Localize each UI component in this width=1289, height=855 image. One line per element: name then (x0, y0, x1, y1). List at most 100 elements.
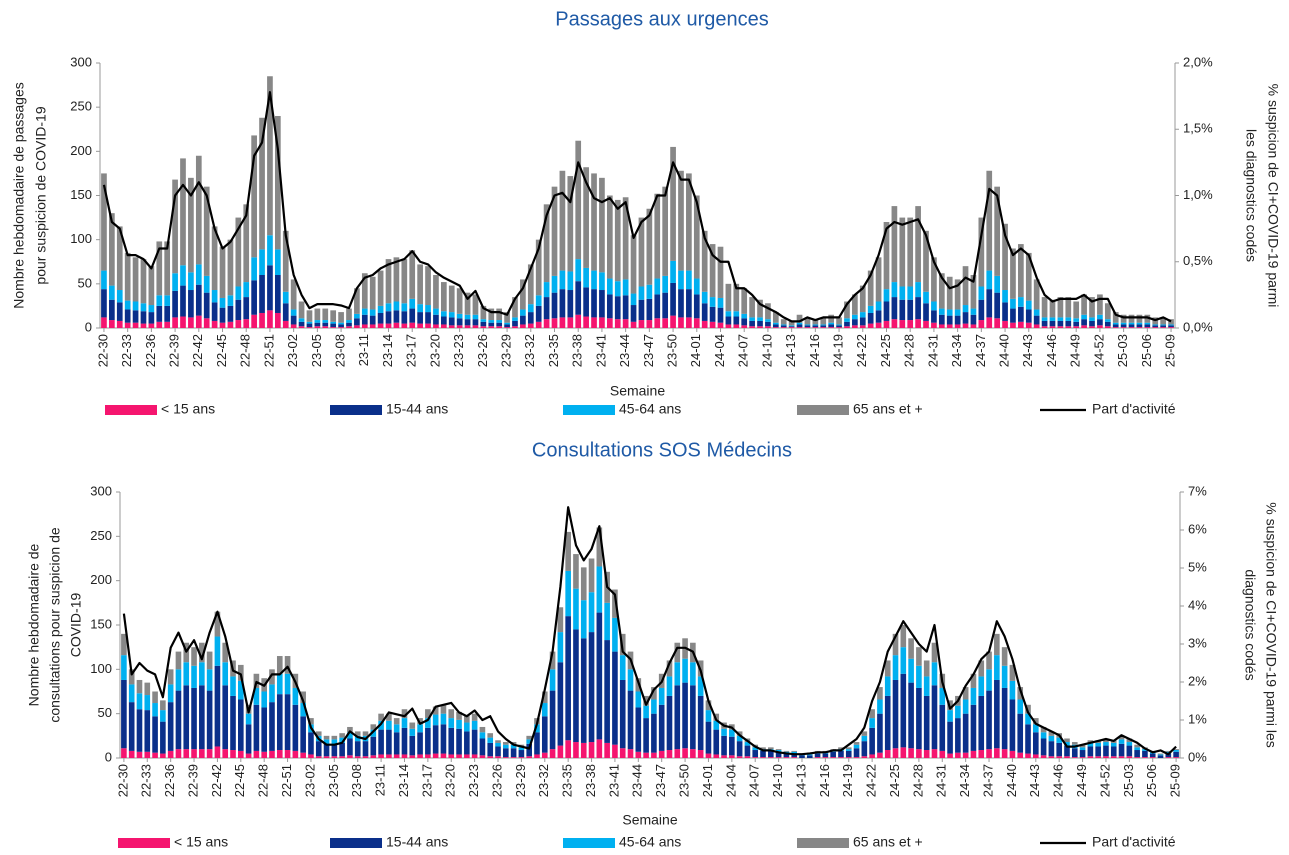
bar-segment (614, 281, 621, 297)
bar-segment (253, 750, 260, 758)
bar-segment (464, 722, 470, 732)
bar-segment (551, 275, 558, 293)
bar-segment (401, 727, 408, 755)
bar-segment (128, 684, 135, 703)
bar-segment (651, 699, 657, 714)
bar-segment (136, 709, 143, 752)
bar-segment (828, 327, 835, 328)
bar-segment (1087, 746, 1094, 757)
bar-segment (1064, 756, 1070, 758)
bar-segment (1065, 320, 1072, 327)
bar-segment (908, 658, 914, 683)
bar-segment (116, 302, 123, 321)
x-tick-label: 23-11 (356, 334, 371, 366)
bar-segment (199, 642, 205, 663)
bar-segment (908, 638, 914, 659)
bar-segment (238, 750, 244, 758)
bar-segment (994, 748, 1000, 758)
bar-segment (361, 314, 368, 325)
bar-segment (939, 704, 946, 751)
bar-segment (899, 299, 906, 321)
bar-segment (701, 230, 708, 292)
bar-segment (670, 315, 676, 328)
bar-segment (1104, 319, 1111, 322)
bar-segment (1041, 320, 1048, 327)
y2-tick-label: 4% (1188, 597, 1207, 612)
bar-segment (588, 592, 595, 633)
bar-segment (259, 275, 265, 313)
bar-segment (1018, 306, 1024, 322)
bar-segment (526, 739, 532, 744)
bar-segment (899, 320, 906, 328)
bar-segment (251, 280, 257, 315)
bar-segment (859, 317, 866, 326)
x-tick-label: 25-03 (1121, 764, 1136, 797)
bar-segment (591, 270, 597, 290)
bar-segment (1025, 724, 1031, 754)
x-tick-label: 23-05 (326, 764, 341, 797)
x-tick-label: 23-38 (583, 764, 598, 797)
bar-segment (417, 323, 423, 328)
bar-segment (638, 320, 645, 328)
bar-segment (791, 751, 797, 754)
bar-segment (583, 267, 589, 288)
bar-segment (503, 757, 509, 758)
bar-segment (440, 324, 447, 328)
bar-segment (978, 676, 985, 696)
bar-segment (456, 728, 462, 755)
bar-segment (690, 749, 696, 758)
bar-segment (557, 662, 564, 746)
bar-segment (923, 303, 929, 321)
bar-segment (432, 725, 439, 754)
bar-segment (401, 709, 408, 719)
bar-segment (891, 206, 898, 283)
bar-segment (290, 309, 297, 316)
bar-segment (1073, 318, 1080, 322)
x-tick-label: 24-04 (712, 334, 727, 367)
bar-segment (128, 669, 135, 685)
bar-segment (267, 76, 273, 236)
bar-segment (214, 746, 221, 758)
bar-segment (425, 312, 431, 324)
bar-segment (1128, 324, 1135, 328)
bar-segment (1087, 740, 1094, 743)
bar-segment (962, 687, 969, 700)
bar-segment (440, 316, 447, 325)
bar-segment (646, 298, 653, 321)
legend-swatch (797, 838, 849, 848)
bar-segment (1065, 326, 1072, 328)
bar-segment (891, 282, 898, 298)
bar-segment (614, 296, 621, 320)
bar-segment (557, 632, 564, 663)
bar-segment (1136, 322, 1143, 325)
bar-segment (580, 638, 587, 743)
bar-segment (836, 317, 842, 325)
bar-segment (978, 750, 985, 758)
x-tick-label: 24-22 (864, 764, 879, 797)
bar-segment (853, 748, 860, 758)
bar-segment (900, 647, 907, 674)
bar-segment (211, 290, 218, 303)
bar-segment (488, 308, 495, 321)
bar-segment (867, 323, 874, 328)
bar-segment (939, 687, 946, 705)
bar-segment (559, 289, 566, 318)
bar-segment (791, 750, 797, 752)
y-tick-label: 100 (90, 661, 112, 676)
bar-segment (760, 750, 766, 758)
bar-segment (1040, 732, 1047, 739)
bar-segment (844, 321, 850, 327)
bar-segment (627, 749, 634, 758)
bar-segment (884, 660, 891, 677)
bar-segment (128, 750, 135, 758)
bar-segment (674, 662, 681, 686)
bar-segment (152, 691, 158, 704)
bar-segment (180, 285, 186, 317)
y-tick-label: 250 (90, 528, 112, 543)
bar-segment (121, 633, 127, 656)
bar-segment (994, 679, 1000, 749)
bar-segment (124, 300, 131, 310)
bar-segment (565, 570, 571, 617)
bar-segment (464, 319, 471, 326)
